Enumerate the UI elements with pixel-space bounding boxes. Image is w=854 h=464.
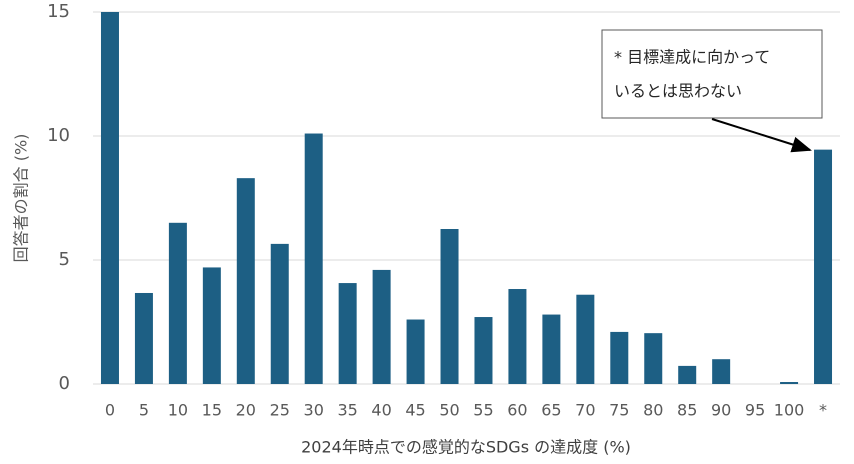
bar: [644, 333, 663, 384]
y-axis-label: 回答者の割合 (%): [12, 134, 31, 263]
bar: [610, 331, 629, 384]
bar: [304, 133, 323, 384]
y-tick-label: 5: [59, 249, 70, 270]
annotation-text: いるとは思わない: [614, 82, 742, 101]
x-tick-label: 50: [439, 401, 459, 420]
annotation: * 目標達成に向かって いるとは思わない: [601, 29, 823, 153]
x-tick-label: *: [819, 401, 827, 420]
x-tick-label: 60: [507, 401, 527, 420]
x-tick-label: 30: [304, 401, 324, 420]
annotation-text: * 目標達成に向かって: [614, 48, 770, 67]
bar: [576, 294, 595, 384]
bar: [814, 149, 833, 384]
x-tick-label: 0: [105, 401, 115, 420]
bar: [780, 382, 799, 384]
bar: [236, 178, 255, 384]
annotation-arrow: [711, 118, 812, 153]
bar: [202, 267, 221, 384]
x-tick-label: 5: [139, 401, 149, 420]
x-tick-label: 70: [575, 401, 595, 420]
x-axis-label: 2024年時点での感覚的なSDGs の達成度 (%): [301, 438, 631, 457]
x-tick-label: 90: [711, 401, 731, 420]
bar: [134, 292, 153, 384]
x-tick-label: 100: [774, 401, 805, 420]
bar: [100, 12, 119, 384]
y-tick-label: 15: [47, 1, 70, 22]
x-tick-label: 10: [168, 401, 188, 420]
x-tick-label: 25: [270, 401, 290, 420]
bar: [508, 289, 527, 384]
bar: [474, 317, 493, 384]
y-tick-label: 10: [47, 125, 70, 146]
y-tick-label: 0: [59, 373, 70, 394]
bar: [338, 283, 357, 384]
x-tick-label: 40: [371, 401, 391, 420]
x-tick-label: 85: [677, 401, 697, 420]
bar: [542, 314, 561, 384]
x-tick-label: 45: [405, 401, 425, 420]
bar: [168, 222, 187, 384]
x-tick-label: 75: [609, 401, 629, 420]
bar: [372, 269, 391, 384]
annotation-box: [601, 29, 823, 119]
x-tick-label: 80: [643, 401, 663, 420]
bar: [712, 359, 731, 384]
x-tick-label: 20: [236, 401, 256, 420]
x-tick-label: 95: [745, 401, 765, 420]
x-tick-label: 55: [473, 401, 493, 420]
x-tick-label: 65: [541, 401, 561, 420]
x-tick-label: 35: [337, 401, 357, 420]
bar: [440, 229, 459, 384]
x-tick-label: 15: [202, 401, 222, 420]
bar: [678, 365, 697, 384]
bar: [270, 243, 289, 384]
bar: [406, 319, 425, 384]
